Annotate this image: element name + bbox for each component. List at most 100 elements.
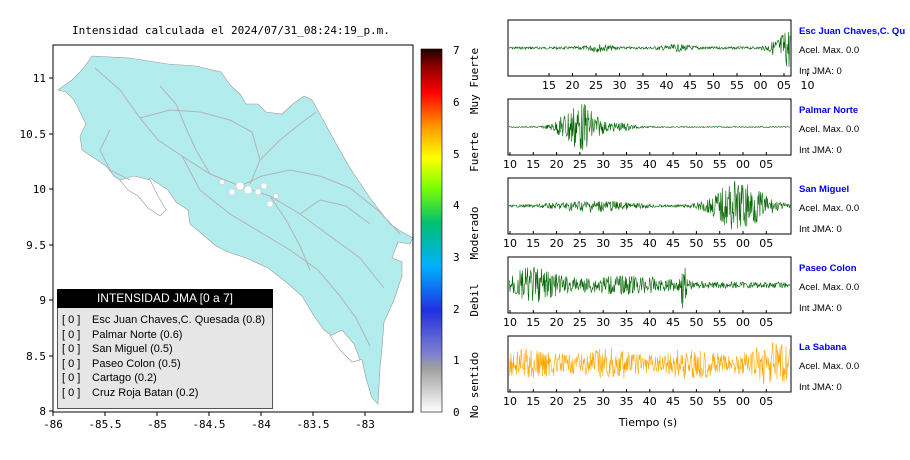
map-y-tick: 11 — [33, 72, 46, 85]
colorbar-label: Debil — [468, 283, 481, 316]
waveform-tick-label: 00 — [736, 158, 750, 171]
legend-item: [ 0 ] Cartago (0.2) — [62, 371, 265, 386]
colorbar-gradient — [420, 48, 443, 413]
waveform-tick-label: 50 — [689, 316, 703, 329]
waveform-tick-label: 20 — [550, 158, 564, 171]
legend-list: [ 0 ] Esc Juan Chaves,C. Quesada (0.8) [ … — [62, 313, 265, 401]
urban-area — [219, 179, 279, 208]
waveform-tick-label: 55 — [713, 237, 727, 250]
colorbar-label: Moderado — [468, 207, 481, 260]
map-y-axis: 11 10.5 10 9.5 9 8.5 8 — [20, 72, 53, 418]
map-y-tick: 10.5 — [20, 128, 47, 141]
waveform-tick-label: 20 — [550, 316, 564, 329]
waveform-accel: Acel. Max. 0.0 — [799, 45, 859, 56]
waveform-accel: Acel. Max. 0.0 — [799, 282, 859, 293]
waveform-panel: 10 15 20 25 30 35 40 45 50 55 00 05 San Miguel Acel. … — [503, 177, 859, 250]
waveform-jma: Int JMA: 0 — [799, 382, 842, 393]
waveform-tick-label: 55 — [713, 158, 727, 171]
road-network — [94, 67, 401, 347]
waveform-station-name: Paseo Colon — [799, 263, 857, 274]
legend-station: Cartago (0.2) — [92, 372, 157, 385]
waveform-tick-label: 00 — [736, 316, 750, 329]
legend-station: Esc Juan Chaves,C. Quesada (0.8) — [92, 314, 266, 326]
waveform-tick-label: 05 — [777, 79, 791, 92]
legend-title: INTENSIDAD JMA [0 a 7] — [57, 289, 273, 308]
colorbar-label: Fuerte — [468, 132, 481, 172]
waveform-tick-label: 25 — [573, 237, 587, 250]
waveform-tick-label: 35 — [620, 395, 634, 408]
waveform-tick-label: 55 — [713, 395, 727, 408]
waveform-tick-label: 20 — [550, 395, 564, 408]
waveform-tick-label: 45 — [666, 395, 680, 408]
waveform-trace — [508, 31, 791, 68]
waveform-tick-label: 30 — [596, 395, 610, 408]
waveform-tick-label: 45 — [683, 79, 697, 92]
legend-station: Paseo Colon (0.5) — [92, 357, 181, 370]
waveform-trace — [508, 180, 791, 230]
map-x-tick: -83 — [355, 418, 375, 431]
legend-item: [ 0 ] Cruz Roja Batan (0.2) — [62, 386, 265, 401]
waveform-tick-label: 05 — [759, 158, 773, 171]
legend-station: Palmar Norte (0.6) — [92, 328, 183, 341]
waveform-tick-label: 30 — [613, 79, 627, 92]
colorbar-tick: 6 — [453, 96, 460, 109]
legend-item: [ 0 ] Palmar Norte (0.6) — [62, 328, 265, 343]
waveform-tick-label: 10 — [503, 316, 517, 329]
waveform-tick-label: 40 — [643, 395, 657, 408]
waveform-trace — [508, 267, 791, 309]
waveform-tick-label: 20 — [566, 79, 580, 92]
legend-box — [57, 289, 273, 409]
waveform-tick-label: 50 — [689, 237, 703, 250]
waveform-xlabel: Tiempo (s) — [618, 416, 677, 429]
waveform-tick-label: 30 — [596, 316, 610, 329]
waveform-panels: 15 20 25 30 35 40 45 50 55 00 05 10 Esc Juan Chaves,… — [503, 19, 905, 408]
colorbar-tick: 3 — [453, 251, 460, 264]
map-y-tick: 9.5 — [26, 239, 46, 252]
waveform-accel: Acel. Max. 0.0 — [799, 124, 859, 135]
waveform-tick-label: 10 — [503, 237, 517, 250]
waveform-station-name: Esc Juan Chaves,C. Qu — [799, 26, 905, 37]
waveform-jma: Int JMA: 0 — [799, 303, 842, 314]
waveform-tick-label: 00 — [736, 395, 750, 408]
golfo-dulce — [329, 329, 361, 363]
waveform-tick-label: 00 — [754, 79, 768, 92]
waveform-tick-label: 40 — [643, 316, 657, 329]
waveform-tick-label: 05 — [759, 395, 773, 408]
waveform-jma: Int JMA: 0 — [799, 224, 842, 235]
waveform-tick-label: 25 — [573, 158, 587, 171]
map-x-tick: -86 — [43, 418, 63, 431]
waveform-tick-label: 40 — [660, 79, 674, 92]
legend-item: [ 0 ] San Miguel (0.5) — [62, 342, 265, 357]
waveform-tick-label: 30 — [596, 237, 610, 250]
waveform-tick-label: 00 — [736, 237, 750, 250]
waveform-tick-label: 35 — [636, 79, 650, 92]
legend-item: [ 0 ] Paseo Colon (0.5) — [62, 357, 265, 372]
waveform-tick-label: 10 — [503, 158, 517, 171]
waveform-tick-label: 05 — [759, 316, 773, 329]
waveform-tick-label: 35 — [620, 316, 634, 329]
waveform-accel: Acel. Max. 0.0 — [799, 203, 859, 214]
waveform-tick-label: 20 — [550, 237, 564, 250]
waveform-tick-label: 15 — [526, 316, 540, 329]
gulf-nicoya — [119, 175, 167, 217]
waveform-tick-label: 45 — [666, 316, 680, 329]
map-x-tick: -85.5 — [88, 418, 121, 431]
waveform-panel: 10 15 20 25 30 35 40 45 50 55 00 05 Paseo Colon Acel.… — [503, 256, 859, 329]
waveform-tick-label: 45 — [666, 158, 680, 171]
waveform-tick-label: 25 — [573, 316, 587, 329]
colorbar-tick: 5 — [453, 148, 460, 161]
waveform-tick-label: 25 — [589, 79, 603, 92]
waveform-tick-label: 25 — [573, 395, 587, 408]
waveform-tick-label: 55 — [730, 79, 744, 92]
waveform-tick-label: 15 — [526, 237, 540, 250]
colorbar-tick: 2 — [453, 303, 460, 316]
legend-level: [ 0 ] — [62, 314, 81, 326]
map-x-tick: -84.5 — [192, 418, 225, 431]
waveform-jma: Int JMA: 0 — [799, 145, 842, 156]
colorbar-label: Muy Fuerte — [468, 48, 481, 114]
legend-level: [ 0 ] — [62, 372, 81, 385]
waveform-tick-label: 55 — [713, 316, 727, 329]
waveform-panel: 15 20 25 30 35 40 45 50 55 00 05 10 Esc Juan Chaves,… — [507, 19, 905, 92]
waveform-jma: Int JMA: 0 — [799, 66, 842, 77]
